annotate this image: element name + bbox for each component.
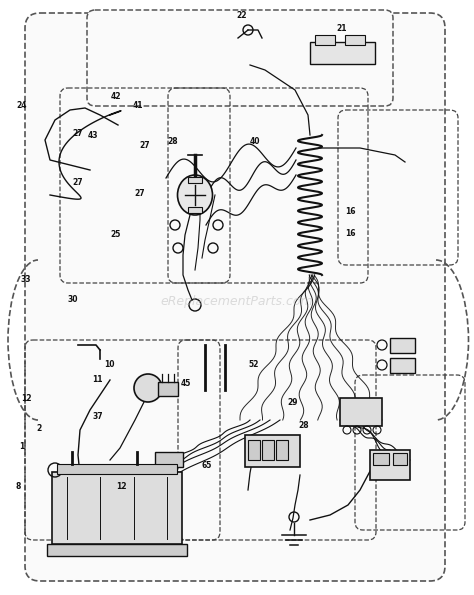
Text: 12: 12 bbox=[21, 394, 31, 403]
Bar bbox=[188, 177, 202, 183]
Text: 12: 12 bbox=[117, 482, 127, 491]
Bar bbox=[245, 435, 300, 467]
Text: 27: 27 bbox=[139, 140, 150, 150]
Bar bbox=[390, 338, 415, 353]
Text: 10: 10 bbox=[104, 359, 114, 369]
Text: 16: 16 bbox=[346, 228, 356, 238]
Bar bbox=[373, 453, 389, 465]
Text: 22: 22 bbox=[237, 11, 247, 20]
Bar bbox=[370, 450, 410, 480]
Text: 45: 45 bbox=[181, 379, 191, 389]
Bar bbox=[52, 472, 182, 544]
Bar bbox=[310, 42, 375, 64]
Bar bbox=[57, 464, 177, 474]
Bar bbox=[158, 382, 178, 396]
Bar bbox=[340, 398, 382, 426]
Text: 1: 1 bbox=[18, 441, 24, 451]
Text: 24: 24 bbox=[16, 101, 27, 111]
Text: 40: 40 bbox=[250, 137, 260, 146]
Bar bbox=[248, 440, 260, 460]
Text: 42: 42 bbox=[111, 92, 121, 101]
Text: 25: 25 bbox=[110, 230, 120, 239]
Text: 43: 43 bbox=[88, 130, 99, 140]
Bar bbox=[393, 453, 407, 465]
FancyBboxPatch shape bbox=[25, 13, 445, 581]
Bar bbox=[315, 35, 335, 45]
Text: 29: 29 bbox=[287, 398, 298, 408]
Text: 27: 27 bbox=[72, 129, 82, 139]
Text: 8: 8 bbox=[15, 481, 21, 491]
Text: 2: 2 bbox=[36, 424, 42, 433]
Text: 30: 30 bbox=[67, 295, 78, 304]
Bar bbox=[390, 358, 415, 373]
Text: 28: 28 bbox=[298, 421, 309, 430]
Text: 28: 28 bbox=[168, 137, 178, 146]
Text: 33: 33 bbox=[21, 275, 31, 284]
Text: 11: 11 bbox=[92, 374, 102, 384]
Ellipse shape bbox=[177, 175, 212, 215]
Text: 16: 16 bbox=[346, 206, 356, 216]
Bar bbox=[155, 452, 183, 467]
Text: 27: 27 bbox=[135, 189, 145, 198]
Bar bbox=[276, 440, 288, 460]
Text: eReplacementParts.com: eReplacementParts.com bbox=[161, 296, 313, 308]
FancyBboxPatch shape bbox=[87, 10, 393, 106]
Text: 27: 27 bbox=[72, 178, 82, 187]
Text: 52: 52 bbox=[249, 359, 259, 369]
Bar bbox=[345, 35, 365, 45]
Bar bbox=[47, 544, 187, 556]
Bar bbox=[188, 207, 202, 213]
Text: 41: 41 bbox=[132, 101, 143, 111]
Bar bbox=[262, 440, 274, 460]
Text: 21: 21 bbox=[336, 24, 346, 33]
Text: 37: 37 bbox=[93, 412, 103, 421]
Text: 65: 65 bbox=[201, 461, 212, 470]
Circle shape bbox=[134, 374, 162, 402]
